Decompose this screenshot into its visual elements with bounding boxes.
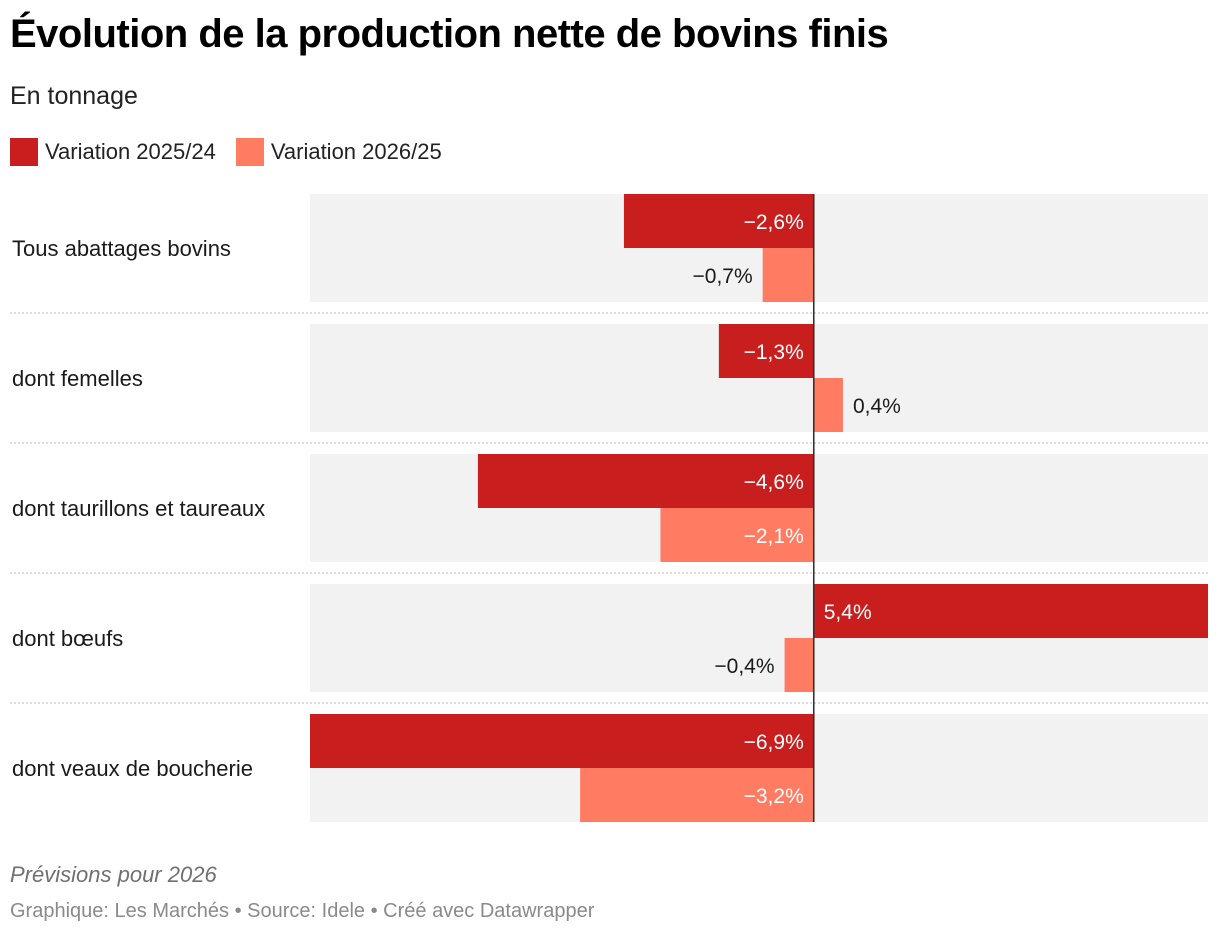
credit-tool: Créé avec Datawrapper xyxy=(383,900,595,922)
legend-swatch-2025 xyxy=(10,138,38,166)
bar-2026 xyxy=(660,508,814,562)
credit-separator: • xyxy=(365,900,384,922)
credit-graphic-value: Les Marchés xyxy=(114,900,230,922)
data-label: 5,4% xyxy=(824,601,872,624)
bar-2026 xyxy=(784,638,814,692)
category-label: dont bœufs xyxy=(12,626,123,651)
chart-title: Évolution de la production nette de bovi… xyxy=(10,12,889,56)
category-label: Tous abattages bovins xyxy=(12,236,231,261)
legend-item-2025: Variation 2025/24 xyxy=(10,138,216,166)
data-label: 0,4% xyxy=(853,395,901,418)
category-label: dont femelles xyxy=(12,366,143,391)
bar-2025 xyxy=(623,194,814,248)
bar-2026 xyxy=(762,248,814,302)
bar-2025 xyxy=(477,454,814,508)
data-label: −3,2% xyxy=(744,785,804,808)
legend-item-2026: Variation 2026/25 xyxy=(235,138,442,166)
legend-label-2026: Variation 2026/25 xyxy=(270,139,442,164)
bar-chart: Tous abattages bovins −2,6% −0,7% dont feme… xyxy=(10,194,1208,822)
bar-2025 xyxy=(718,324,814,378)
credit-source-label: Source: xyxy=(247,900,317,922)
credit-source-value: Idele xyxy=(321,900,366,922)
bar-2026 xyxy=(813,378,843,432)
data-label: −2,1% xyxy=(744,525,804,548)
data-label: −1,3% xyxy=(744,341,804,364)
credit-separator: • xyxy=(229,900,248,922)
category-label: dont veaux de boucherie xyxy=(12,756,253,781)
chart-notes: Prévisions pour 2026 xyxy=(10,862,217,887)
data-label: −6,9% xyxy=(744,731,804,754)
legend-swatch-2026 xyxy=(235,138,264,166)
credit-graphic-label: Graphique: xyxy=(10,900,109,922)
category-label: dont taurillons et taureaux xyxy=(12,496,265,521)
chart-subtitle: En tonnage xyxy=(10,82,138,110)
legend-label-2025: Variation 2025/24 xyxy=(45,139,216,164)
chart-credits: Graphique: Les Marchés • Source: Idele •… xyxy=(10,900,594,923)
legend: Variation 2025/24 Variation 2026/25 xyxy=(10,137,462,167)
bar-2026 xyxy=(580,768,814,822)
data-label: −0,4% xyxy=(714,655,774,678)
data-label: −2,6% xyxy=(744,211,804,234)
bar-2025 xyxy=(813,584,1208,638)
data-label: −4,6% xyxy=(744,471,804,494)
bar-2025 xyxy=(310,714,814,768)
data-label: −0,7% xyxy=(693,265,753,288)
